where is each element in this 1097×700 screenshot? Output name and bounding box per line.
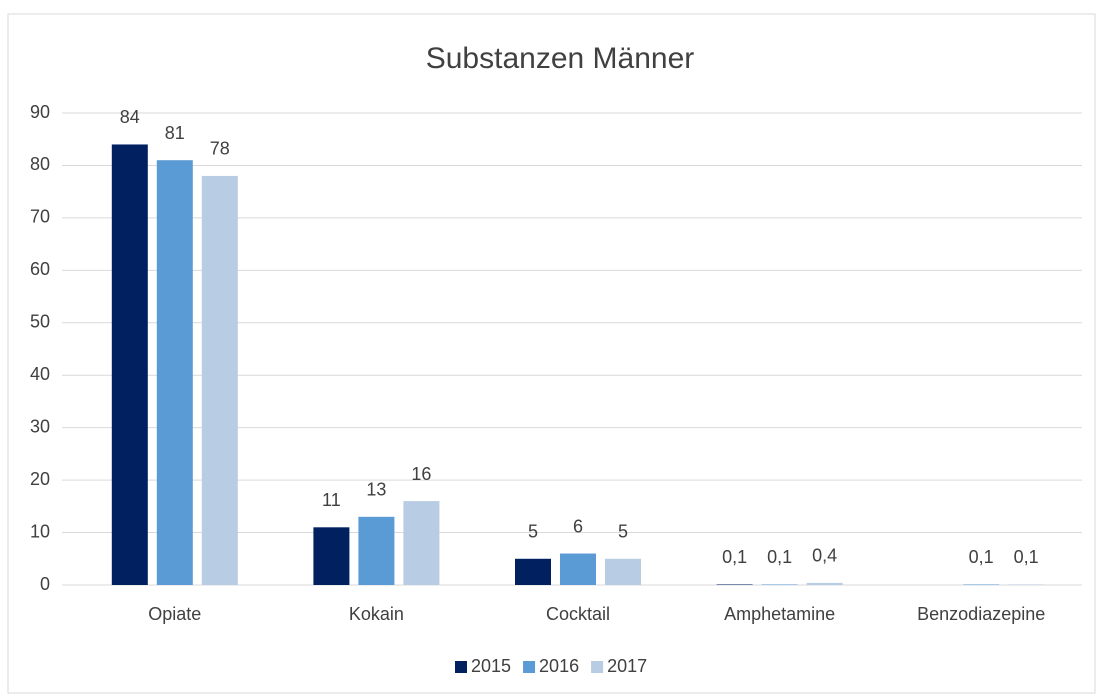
value-label: 0,1 bbox=[969, 547, 994, 567]
y-tick-label: 70 bbox=[30, 207, 50, 227]
bar bbox=[515, 558, 551, 585]
bar bbox=[201, 175, 238, 585]
legend-label: 2015 bbox=[471, 656, 511, 676]
x-tick-label: Cocktail bbox=[546, 604, 610, 624]
value-label: 5 bbox=[618, 522, 628, 542]
value-label: 78 bbox=[210, 139, 230, 159]
bar bbox=[806, 582, 843, 585]
chart-title: Substanzen Männer bbox=[426, 42, 695, 75]
bar bbox=[1008, 584, 1045, 585]
y-tick-label: 10 bbox=[30, 521, 50, 541]
legend-swatch bbox=[455, 661, 467, 673]
value-label: 13 bbox=[366, 480, 386, 500]
x-tick-label: Amphetamine bbox=[724, 604, 835, 624]
bar bbox=[403, 501, 440, 585]
value-label: 84 bbox=[120, 107, 140, 127]
y-tick-label: 20 bbox=[30, 469, 50, 489]
legend-label: 2016 bbox=[539, 656, 579, 676]
y-tick-label: 40 bbox=[30, 364, 50, 384]
value-label: 16 bbox=[411, 464, 431, 484]
y-tick-label: 90 bbox=[30, 102, 50, 122]
value-label: 0,1 bbox=[722, 547, 747, 567]
bar bbox=[963, 584, 1000, 585]
value-label: 81 bbox=[165, 123, 185, 143]
bar bbox=[156, 160, 193, 585]
y-tick-label: 80 bbox=[30, 154, 50, 174]
value-label: 0,1 bbox=[1014, 547, 1039, 567]
bar bbox=[111, 144, 148, 585]
legend-label: 2017 bbox=[607, 656, 647, 676]
y-tick-label: 0 bbox=[40, 574, 50, 594]
x-tick-label: Benzodiazepine bbox=[917, 604, 1045, 624]
bar bbox=[358, 516, 395, 585]
y-tick-label: 30 bbox=[30, 416, 50, 436]
bar bbox=[605, 558, 641, 585]
x-tick-label: Opiate bbox=[148, 604, 201, 624]
x-tick-label: Kokain bbox=[349, 604, 404, 624]
y-tick-label: 50 bbox=[30, 312, 50, 332]
bar bbox=[313, 527, 350, 585]
value-label: 0,1 bbox=[767, 547, 792, 567]
legend-swatch bbox=[591, 661, 604, 673]
y-tick-label: 60 bbox=[30, 259, 50, 279]
value-label: 0,4 bbox=[812, 546, 837, 566]
bar bbox=[560, 553, 596, 585]
value-label: 5 bbox=[528, 522, 538, 542]
value-label: 11 bbox=[322, 490, 341, 510]
value-label: 6 bbox=[573, 516, 583, 536]
bar bbox=[716, 584, 753, 585]
bar bbox=[761, 584, 798, 585]
legend-swatch bbox=[523, 661, 536, 673]
